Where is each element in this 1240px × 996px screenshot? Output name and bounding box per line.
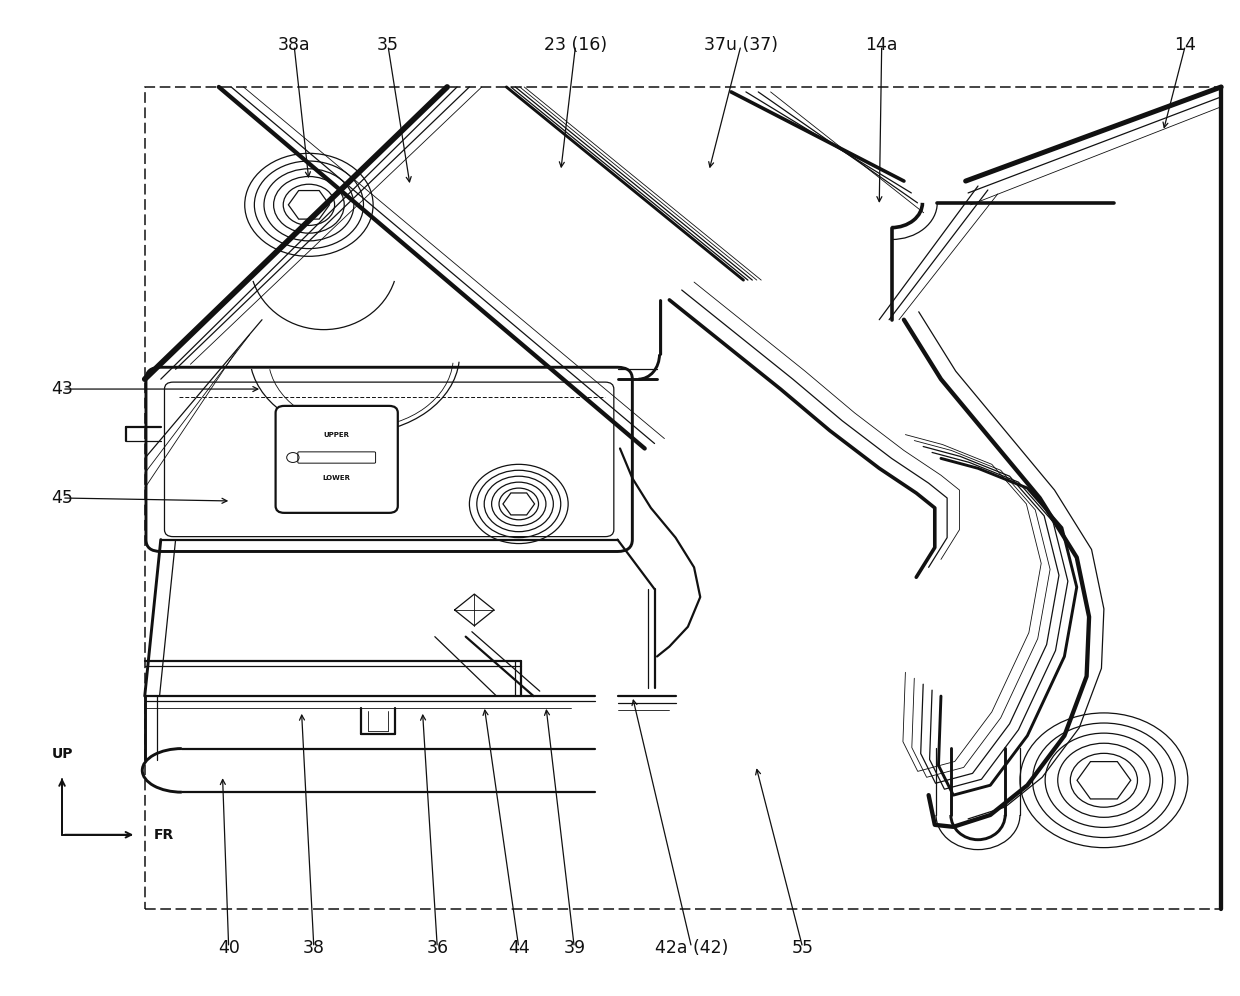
Text: UPPER: UPPER [324,432,350,438]
Text: 36: 36 [427,938,449,957]
Text: UP: UP [51,747,73,762]
Text: LOWER: LOWER [322,475,351,481]
Text: 14: 14 [1174,37,1197,55]
Text: FR: FR [154,828,174,842]
Text: 38: 38 [303,938,325,957]
Text: 37u (37): 37u (37) [704,37,777,55]
Text: 42a (42): 42a (42) [655,938,728,957]
Bar [145,87,1221,909]
Text: 55: 55 [791,938,813,957]
FancyBboxPatch shape [275,406,398,513]
Text: 43: 43 [51,380,73,398]
Text: 45: 45 [51,489,73,507]
Text: 39: 39 [563,938,585,957]
Text: 35: 35 [377,37,399,55]
Text: 38a: 38a [278,37,310,55]
Text: 14a: 14a [866,37,898,55]
Text: 44: 44 [508,938,529,957]
Text: 23 (16): 23 (16) [544,37,608,55]
Text: 40: 40 [218,938,239,957]
